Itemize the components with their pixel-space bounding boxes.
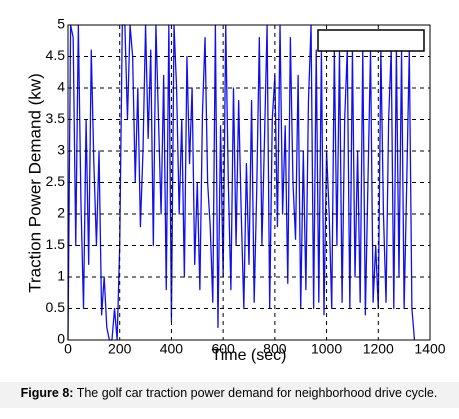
legend-box bbox=[317, 29, 425, 52]
y-tick-label: 2.5 bbox=[46, 173, 66, 189]
y-axis-label: Traction Power Demand (kw) bbox=[25, 73, 44, 293]
y-tick-label: 0.5 bbox=[46, 299, 66, 315]
y-tick-label: 2 bbox=[57, 205, 65, 221]
y-tick-label: 1.5 bbox=[46, 236, 66, 252]
caption: Figure 8: The golf car traction power de… bbox=[21, 386, 438, 400]
x-tick-label: 800 bbox=[263, 341, 287, 357]
x-tick-label: 600 bbox=[211, 341, 235, 357]
y-tick-label: 1 bbox=[57, 268, 65, 284]
x-tick-label: 400 bbox=[160, 341, 184, 357]
x-tick-label: 1000 bbox=[311, 341, 342, 357]
x-tick-label: 0 bbox=[64, 341, 72, 357]
y-tick-label: 3 bbox=[57, 142, 65, 158]
y-tick-label: 5 bbox=[57, 16, 65, 32]
x-tick-label: 200 bbox=[108, 341, 132, 357]
y-tick-label: 4.5 bbox=[46, 47, 66, 63]
caption-label: Figure 8: bbox=[21, 386, 74, 400]
plot-frame bbox=[67, 24, 431, 341]
y-tick-label: 4 bbox=[57, 79, 65, 95]
x-tick-label: 1400 bbox=[414, 341, 445, 357]
caption-text: The golf car traction power demand for n… bbox=[77, 386, 438, 400]
x-axis-label: Time (sec) bbox=[212, 347, 287, 364]
caption-box bbox=[0, 382, 459, 408]
y-tick-label: 0 bbox=[57, 331, 65, 347]
y-tick-label: 3.5 bbox=[46, 110, 66, 126]
x-tick-label: 1200 bbox=[363, 341, 394, 357]
